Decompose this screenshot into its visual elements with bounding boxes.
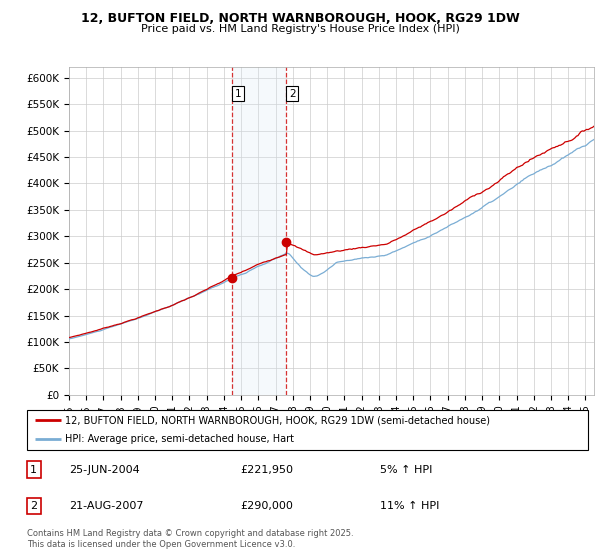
Text: 1: 1	[235, 88, 241, 99]
Bar	[232, 67, 286, 395]
Text: 2: 2	[289, 88, 296, 99]
FancyBboxPatch shape	[27, 410, 588, 450]
Text: Contains HM Land Registry data © Crown copyright and database right 2025.
This d: Contains HM Land Registry data © Crown c…	[27, 529, 353, 549]
Text: 2: 2	[30, 501, 37, 511]
Text: 11% ↑ HPI: 11% ↑ HPI	[380, 501, 440, 511]
Text: Price paid vs. HM Land Registry's House Price Index (HPI): Price paid vs. HM Land Registry's House …	[140, 24, 460, 34]
Text: HPI: Average price, semi-detached house, Hart: HPI: Average price, semi-detached house,…	[65, 435, 294, 445]
Text: 25-JUN-2004: 25-JUN-2004	[69, 465, 140, 475]
Text: 21-AUG-2007: 21-AUG-2007	[69, 501, 143, 511]
Text: 5% ↑ HPI: 5% ↑ HPI	[380, 465, 433, 475]
Text: 1: 1	[30, 465, 37, 475]
Text: 12, BUFTON FIELD, NORTH WARNBOROUGH, HOOK, RG29 1DW (semi-detached house): 12, BUFTON FIELD, NORTH WARNBOROUGH, HOO…	[65, 415, 490, 425]
Text: £221,950: £221,950	[240, 465, 293, 475]
Text: £290,000: £290,000	[240, 501, 293, 511]
Text: 12, BUFTON FIELD, NORTH WARNBOROUGH, HOOK, RG29 1DW: 12, BUFTON FIELD, NORTH WARNBOROUGH, HOO…	[80, 12, 520, 25]
